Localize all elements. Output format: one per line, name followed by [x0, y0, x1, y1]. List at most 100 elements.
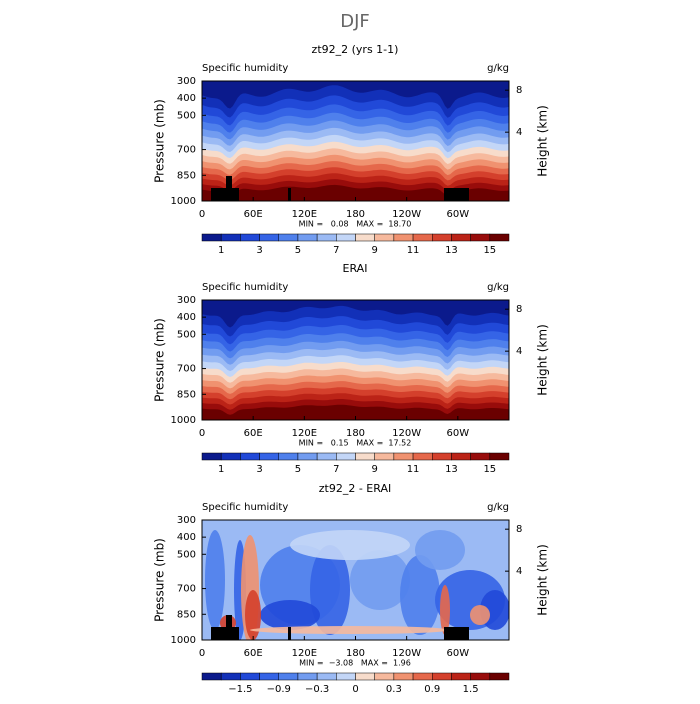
topography: [444, 627, 458, 640]
y-tick-label: 500: [177, 329, 196, 340]
y2-axis-label: Height (km): [536, 544, 550, 615]
right-label: g/kg: [487, 502, 509, 513]
colorbar-label: 5: [295, 245, 301, 256]
y-tick-label: 700: [177, 364, 196, 375]
contour-blob: [260, 600, 320, 630]
colorbar-box: [432, 233, 452, 242]
x-tick-label: 120W: [392, 428, 421, 439]
x-tick-label: 120W: [392, 648, 421, 659]
colorbar-label: −0.3: [305, 684, 329, 695]
x-tick-label: 0: [199, 209, 205, 220]
topography: [237, 627, 239, 640]
colorbar-box: [412, 672, 433, 681]
colorbar-box: [336, 672, 356, 681]
colorbar-box: [374, 672, 395, 681]
stats: MIN = 0.08 MAX = 18.70: [299, 220, 412, 229]
right-label: g/kg: [487, 63, 509, 74]
y-tick-label: 850: [177, 389, 196, 400]
y2-tick-label: 4: [516, 127, 522, 138]
colorbar-box: [316, 452, 337, 461]
colorbar-label: 0: [352, 684, 358, 695]
contour-blob: [245, 590, 261, 640]
colorbar-box: [470, 452, 491, 461]
y-tick-label: 700: [177, 145, 196, 156]
stats: MIN = 0.15 MAX = 17.52: [299, 439, 412, 448]
colorbar-label: 11: [407, 245, 420, 256]
colorbar-label: 1: [218, 464, 224, 475]
y-tick-label: 300: [177, 515, 196, 526]
y-tick-label: 850: [177, 609, 196, 620]
topography: [211, 188, 226, 201]
y-axis-label: Pressure (mb): [153, 99, 167, 183]
contour-blob: [250, 626, 450, 634]
contour-blob: [205, 530, 225, 630]
x-tick-label: 180: [346, 648, 365, 659]
panel-title: ERAI: [343, 262, 368, 275]
y-tick-label: 500: [177, 549, 196, 560]
y2-axis-label: Height (km): [536, 105, 550, 176]
colorbar-box: [220, 452, 241, 461]
figure-title: DJF: [340, 11, 370, 32]
topography: [211, 627, 226, 640]
contour-blob: [470, 605, 490, 625]
colorbar-label: 11: [407, 464, 420, 475]
x-tick-label: 120E: [292, 209, 317, 220]
colorbar-box: [470, 672, 491, 681]
y2-tick-label: 8: [516, 85, 522, 96]
colorbar-box: [374, 233, 395, 242]
colorbar-box: [278, 672, 299, 681]
colorbar-label: 15: [483, 464, 496, 475]
colorbar-box: [355, 452, 375, 461]
colorbar-label: 9: [372, 464, 378, 475]
y-tick-label: 300: [177, 295, 196, 306]
x-tick-label: 180: [346, 428, 365, 439]
x-tick-label: 60W: [447, 648, 470, 659]
y2-tick-label: 4: [516, 346, 522, 357]
topography: [466, 188, 469, 201]
colorbar-box: [201, 452, 222, 461]
colorbar-box: [336, 233, 356, 242]
colorbar-label: 0.9: [424, 684, 440, 695]
contour-blob: [415, 530, 465, 570]
colorbar-box: [240, 672, 260, 681]
left-label: Specific humidity: [202, 63, 288, 74]
colorbar-label: 15: [483, 245, 496, 256]
colorbar-label: 7: [333, 245, 339, 256]
colorbar-box: [393, 233, 414, 242]
colorbar-box: [451, 672, 471, 681]
panel-title: zt92_2 - ERAI: [319, 482, 391, 495]
contour-blob: [290, 530, 410, 560]
topography: [288, 188, 291, 201]
colorbar-box: [412, 452, 433, 461]
colorbar-box: [489, 672, 510, 681]
x-tick-label: 120E: [292, 428, 317, 439]
y2-axis-label: Height (km): [536, 324, 550, 395]
colorbar-box: [259, 233, 279, 242]
colorbar-label: 13: [445, 245, 458, 256]
colorbar-box: [489, 233, 510, 242]
x-tick-label: 60W: [447, 428, 470, 439]
left-label: Specific humidity: [202, 282, 288, 293]
y-tick-label: 300: [177, 76, 196, 87]
x-tick-label: 60W: [447, 209, 470, 220]
contour-blob: [440, 585, 450, 635]
y-tick-label: 400: [177, 532, 196, 543]
right-label: g/kg: [487, 282, 509, 293]
colorbar-box: [259, 672, 279, 681]
colorbar-label: −1.5: [228, 684, 252, 695]
contour-blob: [310, 545, 350, 635]
panel-title: zt92_2 (yrs 1-1): [312, 43, 399, 56]
y2-tick-label: 8: [516, 304, 522, 315]
x-tick-label: 180: [346, 209, 365, 220]
topography: [226, 176, 232, 201]
colorbar-label: 1.5: [463, 684, 479, 695]
topography: [232, 627, 237, 640]
y-tick-label: 400: [177, 312, 196, 323]
field: [202, 81, 509, 201]
y-axis-label: Pressure (mb): [153, 538, 167, 622]
colorbar-label: 13: [445, 464, 458, 475]
y-tick-label: 1000: [171, 415, 196, 426]
colorbar-label: 3: [256, 464, 262, 475]
colorbar-box: [240, 452, 260, 461]
colorbar-box: [336, 452, 356, 461]
